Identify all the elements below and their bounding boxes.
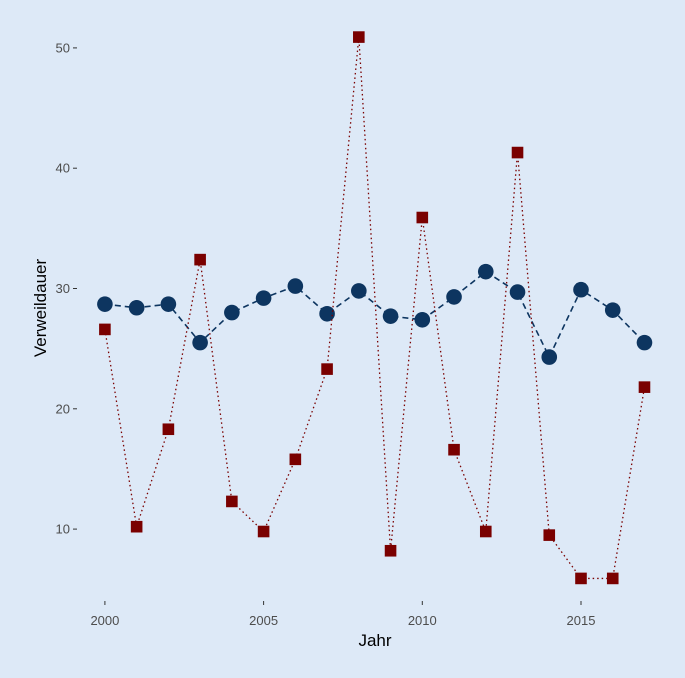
data-point-square [194,253,206,266]
series-2-line [104,37,646,580]
data-point-square [575,572,587,585]
x-axis: 2000 2005 2010 2015 [90,601,595,628]
x-axis-title: Jahr [358,631,391,650]
series-1 [97,263,653,365]
x-tick-label: 2015 [567,613,596,628]
data-point-circle [477,263,494,280]
data-point-circle [509,284,526,300]
data-point-square [257,525,270,538]
data-point-circle [192,334,208,351]
data-point-circle [97,296,113,312]
data-point-square [606,572,619,585]
data-point-square [479,525,492,538]
y-tick-label: 40 [56,161,70,176]
x-tick-label: 2000 [90,613,119,628]
data-point-circle [351,283,367,299]
data-point-square [448,443,460,456]
data-point-square [353,31,365,43]
data-point-square [511,146,524,159]
data-point-circle [573,281,589,298]
data-point-square [543,529,556,541]
data-point-square [416,211,429,224]
data-point-circle [224,304,240,321]
data-point-circle [636,334,653,351]
data-point-square [99,323,111,336]
data-point-square [638,381,651,393]
data-point-circle [319,305,335,322]
data-point-circle [604,302,621,318]
data-point-circle [541,349,558,365]
y-tick-label: 50 [56,40,70,55]
series-layer [97,31,653,585]
data-point-square [384,544,397,557]
data-point-square [321,363,333,375]
x-tick-label: 2010 [408,613,437,628]
data-point-square [162,423,175,436]
data-point-circle [160,296,177,312]
data-point-square [226,495,238,508]
data-point-square [289,453,302,466]
series-1-line [104,270,646,359]
y-axis-title: Verweildauer [31,259,50,358]
data-point-circle [414,311,431,328]
x-tick-label: 2005 [249,613,278,628]
series-2 [99,31,651,585]
y-axis: 10 20 30 40 50 [56,40,77,537]
data-point-circle [446,289,462,305]
data-point-circle [287,278,304,294]
y-tick-label: 20 [56,401,70,416]
y-tick-label: 30 [56,281,70,296]
data-point-circle [255,290,272,306]
y-tick-label: 10 [56,522,70,537]
data-point-circle [382,308,399,324]
data-point-square [130,520,143,533]
data-point-circle [128,299,145,316]
